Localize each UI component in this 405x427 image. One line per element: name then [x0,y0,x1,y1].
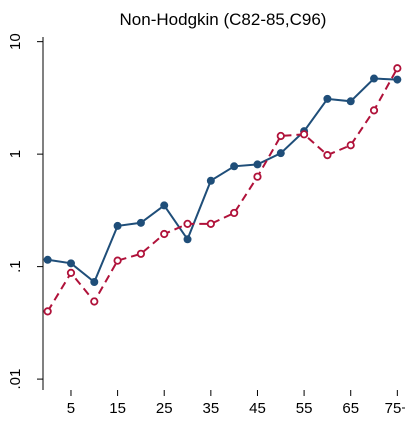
series-1-point [66,259,75,268]
series-2-point [183,219,192,228]
series-1-point [206,176,215,185]
x-tick-label: 65 [342,400,359,417]
series-1-point [113,221,122,230]
series-2-point [369,106,379,115]
series-2-point [393,64,402,73]
series-2-point [253,172,262,181]
chart-title: Non-Hodgkin (C82-85,C96) [120,10,327,29]
series-2-point [90,297,99,306]
y-tick-label: 1 [7,150,24,158]
series-2-point [66,268,76,277]
series-1-point [183,235,192,244]
x-axis-ticks: 5 15 25 35 45 55 65 75+ [67,390,405,417]
series-1-point [136,218,145,227]
series-2-point [206,219,215,228]
series-1-point [370,74,379,83]
series-1-point [90,277,99,286]
x-tick-label: 35 [203,400,220,417]
series-1-point [346,97,355,106]
y-tick-label: .01 [7,369,24,390]
y-tick-label: .1 [7,260,24,273]
series-2-point [299,130,309,139]
series-2-point [346,141,355,150]
x-tick-label: 75+ [385,400,405,417]
series-1-point [276,149,285,158]
y-tick-label: 10 [7,33,24,50]
x-tick-label: 25 [156,400,173,417]
series-2-point [160,229,169,239]
x-tick-label: 45 [249,400,266,417]
series-1-point [323,94,332,103]
series-1-point [253,160,262,169]
series-2-point [113,256,122,265]
series-1-point [393,75,402,84]
series-2-line [46,67,399,312]
series-2-point [276,131,285,141]
series-1-point [230,162,239,171]
series-2-point [230,208,239,218]
series-layer [43,64,402,316]
series-2-point [323,151,332,160]
series-1-point [160,201,169,210]
series-1-line [47,77,398,284]
series-2-point [136,249,146,258]
x-tick-label: 55 [296,400,313,417]
series-2-point [43,307,52,316]
series-1-point [43,255,52,264]
x-tick-label: 5 [67,400,75,417]
y-axis-ticks: .01 .1 1 10 [7,33,43,390]
x-tick-label: 15 [109,400,126,417]
